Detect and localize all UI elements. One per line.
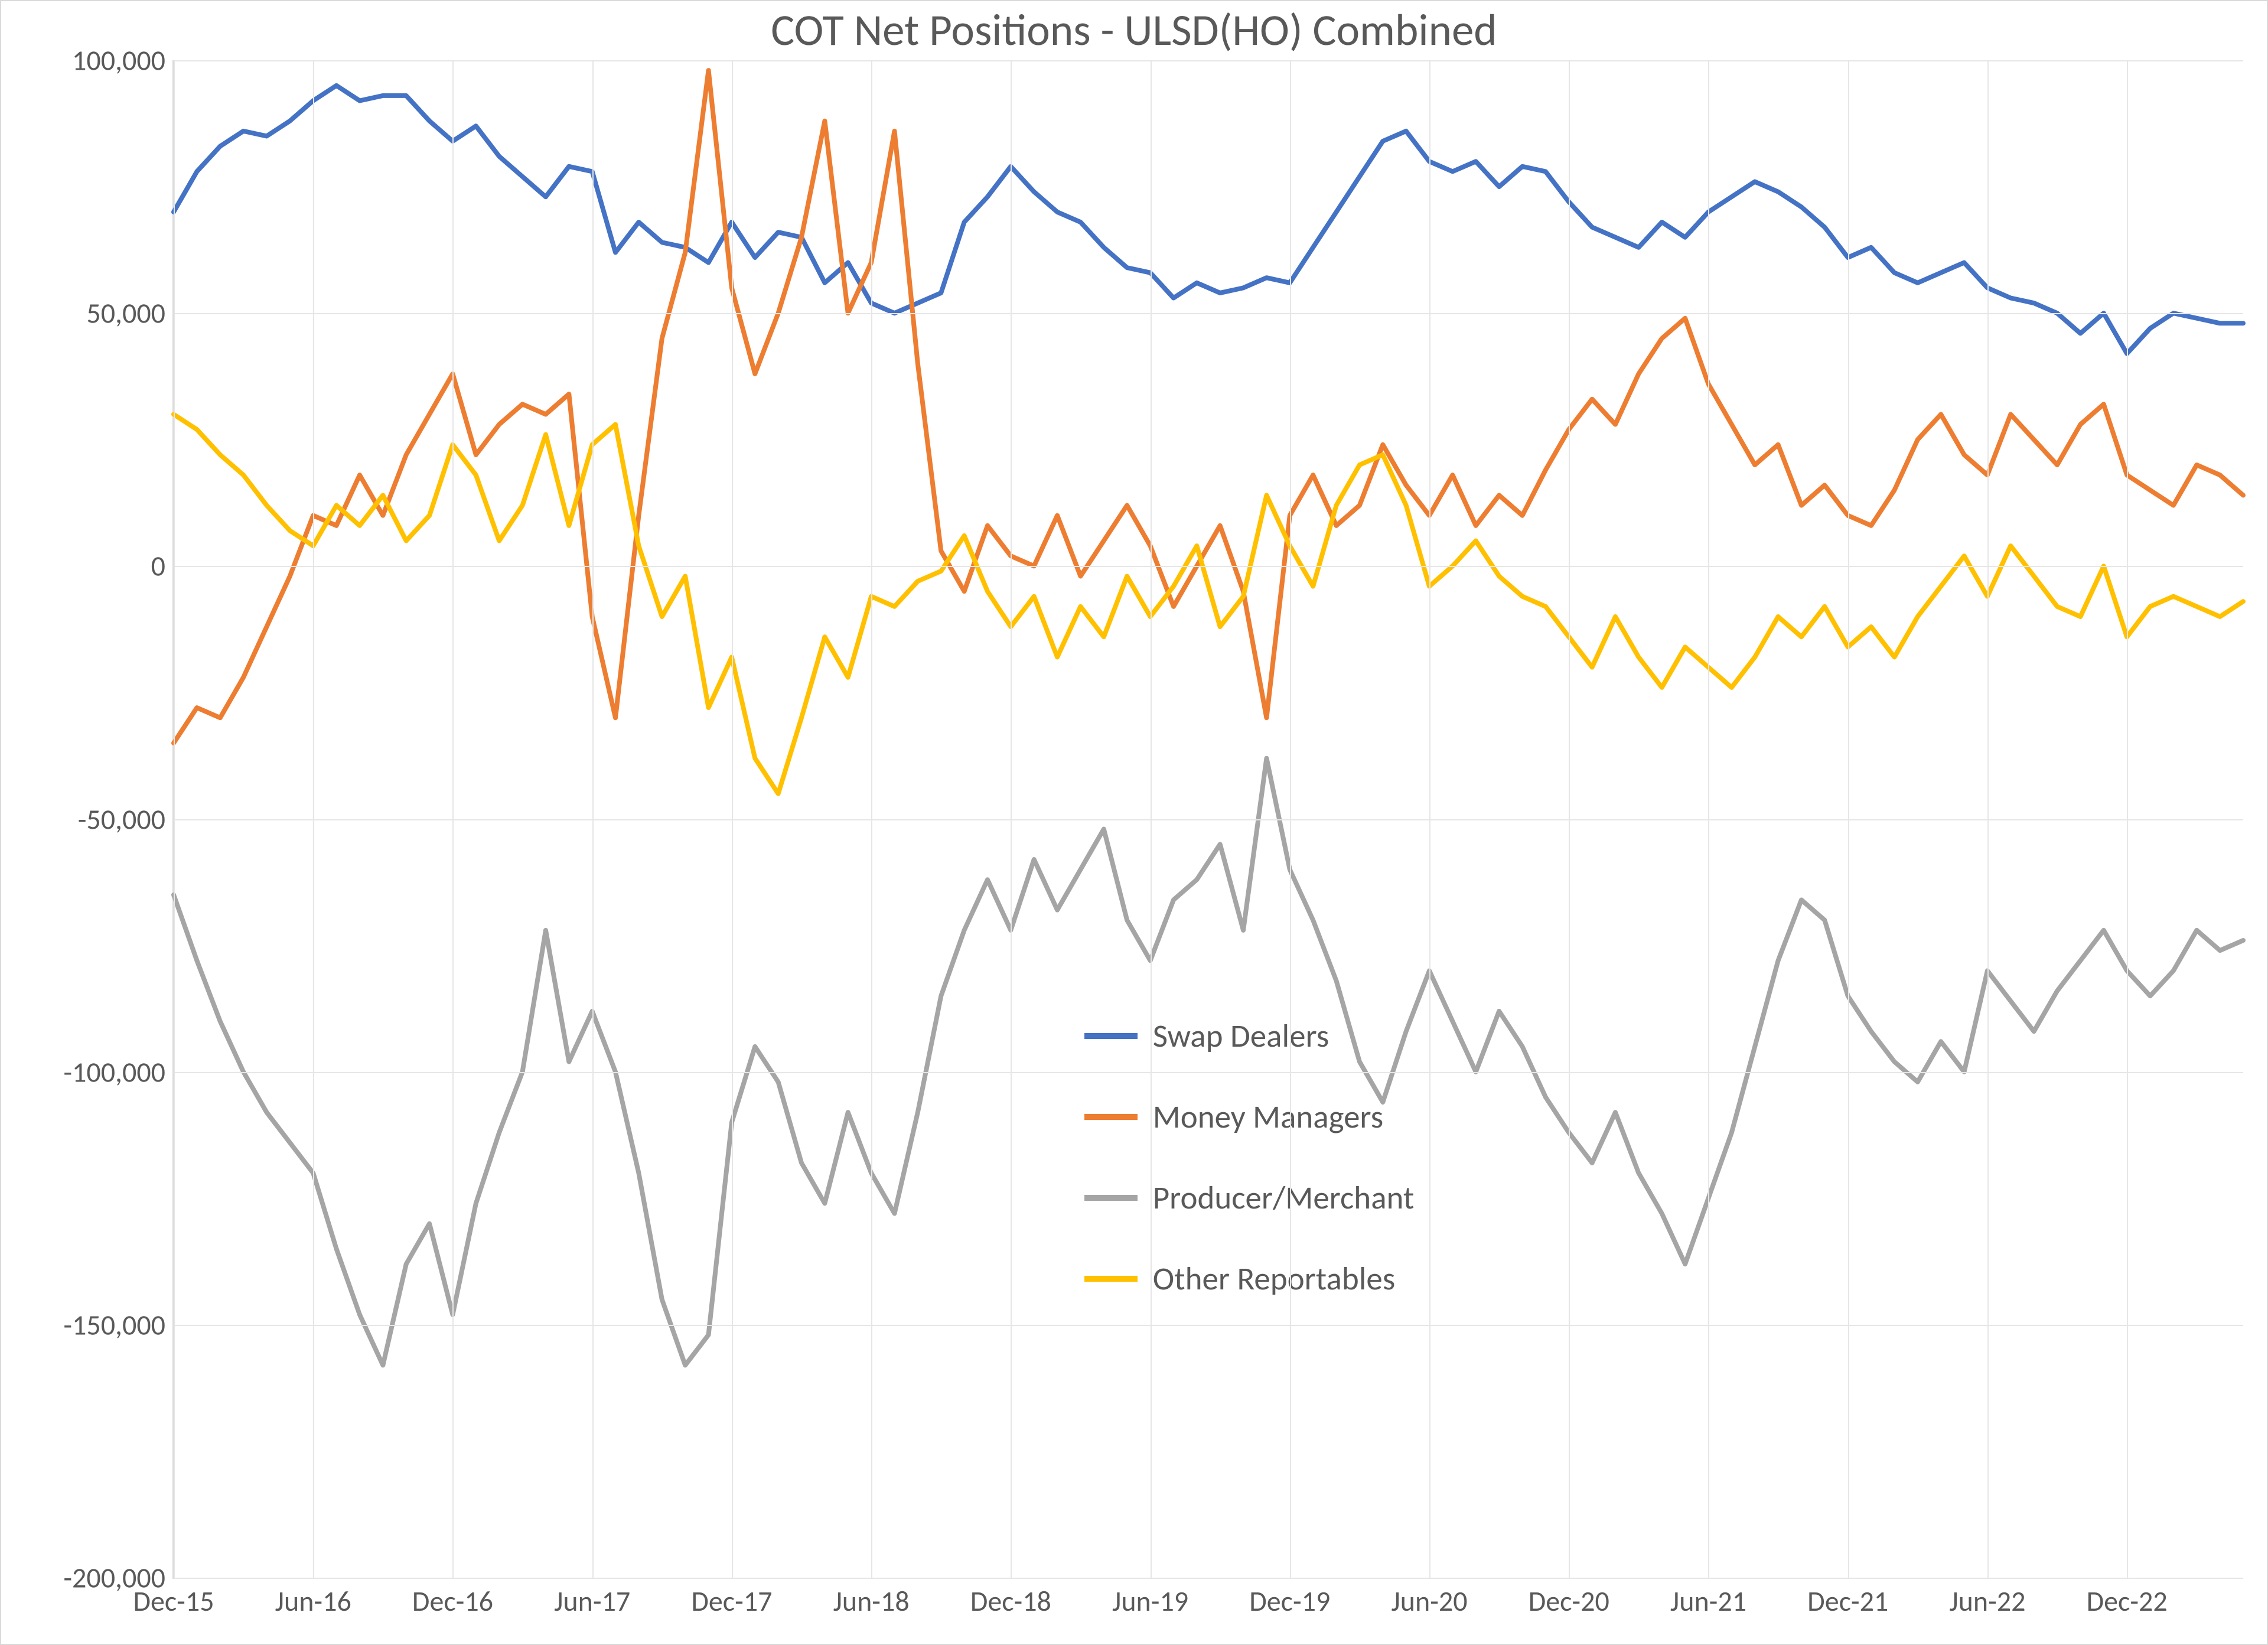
series-line [174,70,2243,743]
x-tick-label: Jun-22 [1949,1578,2025,1618]
x-tick-label: Jun-17 [554,1578,630,1618]
gridline-v [871,60,872,1578]
legend-label: Other Reportables [1153,1259,1396,1298]
y-tick-label: -100,000 [63,1054,174,1089]
chart-title: COT Net Positions - ULSD(HO) Combined [1,4,2267,57]
x-tick-label: Jun-16 [275,1578,351,1618]
legend-swatch [1084,1276,1138,1282]
gridline-v [2127,60,2128,1578]
plot-area: Swap Dealers Money Managers Producer/Merch… [172,60,2243,1579]
x-tick-label: Dec-21 [1807,1578,1888,1618]
x-tick-label: Dec-22 [2087,1578,2168,1618]
gridline-v [1011,60,1012,1578]
y-tick-label: 50,000 [86,296,174,331]
gridline-v [174,60,175,1578]
x-tick-label: Dec-16 [412,1578,493,1618]
legend-item: Money Managers [1084,1097,1415,1136]
gridline-v [592,60,594,1578]
legend-swatch [1084,1195,1138,1201]
legend-label: Swap Dealers [1153,1016,1329,1056]
gridline-h [174,1072,2243,1073]
gridline-h [174,60,2243,61]
x-tick-label: Dec-15 [133,1578,214,1618]
legend-swatch [1084,1033,1138,1039]
gridline-h [174,819,2243,820]
x-tick-label: Dec-17 [691,1578,772,1618]
legend-item: Other Reportables [1084,1259,1415,1298]
x-tick-label: Dec-19 [1249,1578,1330,1618]
y-tick-label: -150,000 [63,1307,174,1342]
x-tick-label: Jun-19 [1112,1578,1188,1618]
y-tick-label: 100,000 [72,43,174,78]
gridline-v [1151,60,1152,1578]
gridline-v [1708,60,1709,1578]
gridline-v [1429,60,1430,1578]
legend-item: Swap Dealers [1084,1016,1415,1056]
gridline-v [732,60,733,1578]
x-tick-label: Jun-18 [833,1578,910,1618]
gridline-v [1848,60,1849,1578]
legend: Swap Dealers Money Managers Producer/Merch… [1084,1016,1415,1340]
series-line [174,414,2243,793]
gridline-v [313,60,314,1578]
chart-container: COT Net Positions - ULSD(HO) Combined Sw… [0,0,2268,1645]
legend-item: Producer/Merchant [1084,1178,1415,1217]
gridline-h [174,313,2243,314]
y-tick-label: 0 [151,549,174,584]
x-tick-label: Jun-21 [1670,1578,1746,1618]
x-tick-label: Jun-20 [1391,1578,1467,1618]
y-tick-label: -50,000 [78,802,174,836]
gridline-h [174,1325,2243,1326]
legend-label: Producer/Merchant [1153,1178,1415,1217]
legend-label: Money Managers [1153,1097,1383,1136]
gridline-v [1290,60,1291,1578]
x-tick-label: Dec-20 [1529,1578,1609,1618]
gridline-v [1987,60,1989,1578]
gridline-h [174,566,2243,567]
gridline-v [1569,60,1570,1578]
x-tick-label: Dec-18 [970,1578,1051,1618]
gridline-v [452,60,454,1578]
legend-swatch [1084,1114,1138,1120]
